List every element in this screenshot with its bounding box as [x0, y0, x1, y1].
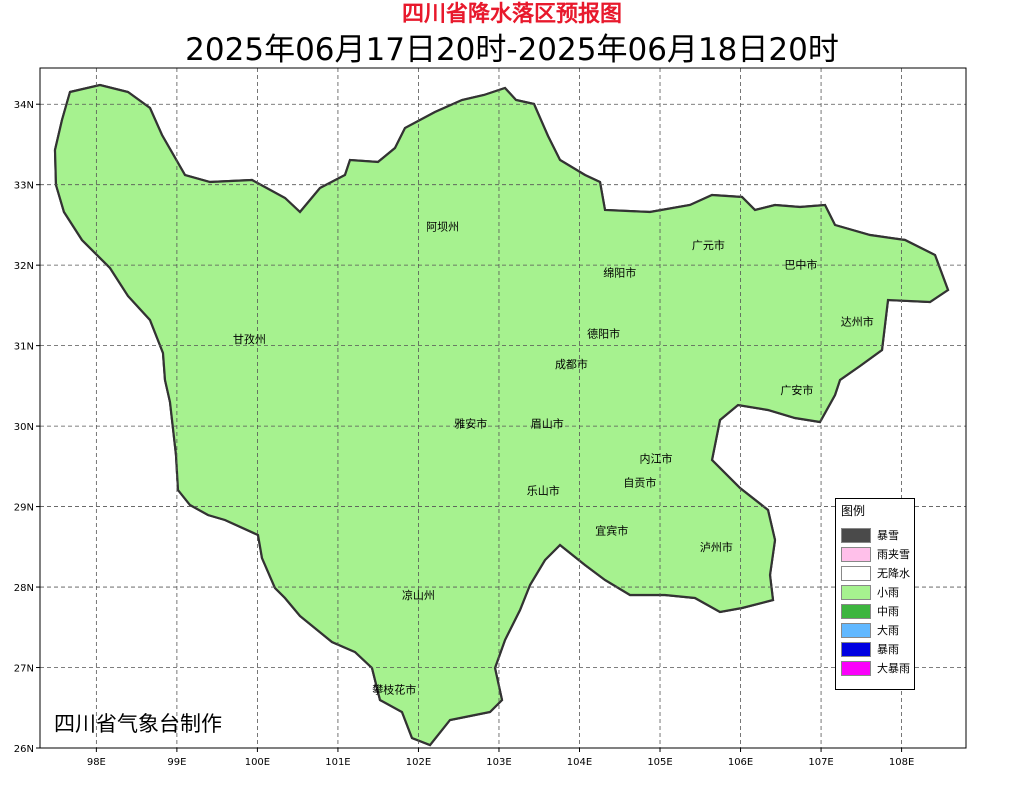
- city-label: 攀枝花市: [372, 682, 416, 696]
- city-label: 宜宾市: [595, 524, 628, 538]
- lon-tick-label: 105E: [647, 757, 672, 768]
- legend-item-moderate-rain: 中雨: [841, 604, 913, 619]
- legend-item-heavy-rain: 大雨: [841, 623, 913, 638]
- city-label: 雅安市: [454, 417, 487, 431]
- legend-swatch: [841, 642, 871, 657]
- legend-swatch: [841, 661, 871, 676]
- legend-swatch: [841, 547, 871, 562]
- lon-tick-label: 108E: [889, 757, 914, 768]
- axis-ticks: 98E 99E 100E 101E 102E 103E 104E 105E 106E 107E 10…: [14, 100, 915, 768]
- city-label: 广安市: [780, 383, 813, 397]
- lat-tick-label: 29N: [14, 503, 34, 514]
- legend-swatch: [841, 585, 871, 600]
- city-label: 广元市: [692, 238, 725, 252]
- lat-tick-label: 33N: [14, 181, 34, 192]
- city-label: 德阳市: [587, 327, 620, 341]
- legend-item-light-rain: 小雨: [841, 585, 913, 600]
- legend-swatch: [841, 566, 871, 581]
- legend-label: 暴雨: [877, 643, 899, 656]
- lon-tick-label: 100E: [245, 757, 270, 768]
- legend-item-heavy-rainstorm: 大暴雨: [841, 661, 913, 676]
- city-label: 凉山州: [402, 588, 435, 602]
- legend-item-rainstorm: 暴雨: [841, 642, 913, 657]
- legend-swatch: [841, 604, 871, 619]
- city-label: 阿坝州: [426, 220, 459, 234]
- city-label: 泸州市: [700, 540, 733, 554]
- city-label: 乐山市: [527, 484, 560, 498]
- legend-label: 雨夹雪: [877, 548, 910, 561]
- lon-tick-label: 106E: [728, 757, 753, 768]
- city-label: 眉山市: [531, 417, 564, 431]
- map-frame: [39, 67, 967, 749]
- legend-title: 图例: [841, 504, 866, 518]
- lat-tick-label: 31N: [14, 342, 34, 353]
- lat-tick-label: 28N: [14, 583, 34, 594]
- lon-tick-label: 103E: [486, 757, 511, 768]
- legend-item-snowstorm: 暴雪: [841, 528, 913, 543]
- lon-tick-label: 107E: [808, 757, 833, 768]
- lat-tick-label: 34N: [14, 100, 34, 111]
- precipitation-layer: [53, 83, 950, 747]
- legend-swatch: [841, 528, 871, 543]
- legend-label: 中雨: [877, 605, 899, 618]
- lat-tick-label: 30N: [14, 422, 34, 433]
- city-label: 甘孜州: [233, 332, 266, 346]
- legend-item-sleet: 雨夹雪: [841, 547, 913, 562]
- legend-box: 图例 暴雪 雨夹雪 无降水 小雨 中雨 大雨 暴雨 大暴雨: [835, 498, 915, 690]
- lat-tick-label: 27N: [14, 664, 34, 675]
- legend-label: 小雨: [877, 586, 899, 599]
- city-label: 自贡市: [623, 475, 656, 489]
- credit-text: 四川省气象台制作: [54, 712, 222, 736]
- legend-label: 大雨: [877, 624, 899, 637]
- lon-tick-label: 99E: [167, 757, 186, 768]
- legend-label: 无降水: [877, 567, 910, 580]
- map-subtitle: 2025年06月17日20时-2025年06月18日20时: [185, 32, 839, 68]
- lon-tick-label: 102E: [406, 757, 431, 768]
- lon-tick-label: 104E: [567, 757, 592, 768]
- graticule: [40, 68, 966, 748]
- lat-tick-label: 32N: [14, 261, 34, 272]
- legend-label: 暴雪: [877, 529, 899, 542]
- legend-item-no-rain: 无降水: [841, 566, 913, 581]
- lon-tick-label: 101E: [325, 757, 350, 768]
- city-label: 达州市: [841, 315, 874, 329]
- city-label: 内江市: [639, 451, 672, 465]
- city-label: 绵阳市: [603, 265, 636, 279]
- lat-tick-label: 26N: [14, 744, 34, 755]
- city-label: 巴中市: [784, 257, 817, 271]
- lon-tick-label: 98E: [87, 757, 106, 768]
- map-title: 四川省降水落区预报图: [401, 2, 622, 27]
- legend-swatch: [841, 623, 871, 638]
- city-label: 成都市: [555, 357, 588, 371]
- legend-label: 大暴雨: [877, 662, 910, 675]
